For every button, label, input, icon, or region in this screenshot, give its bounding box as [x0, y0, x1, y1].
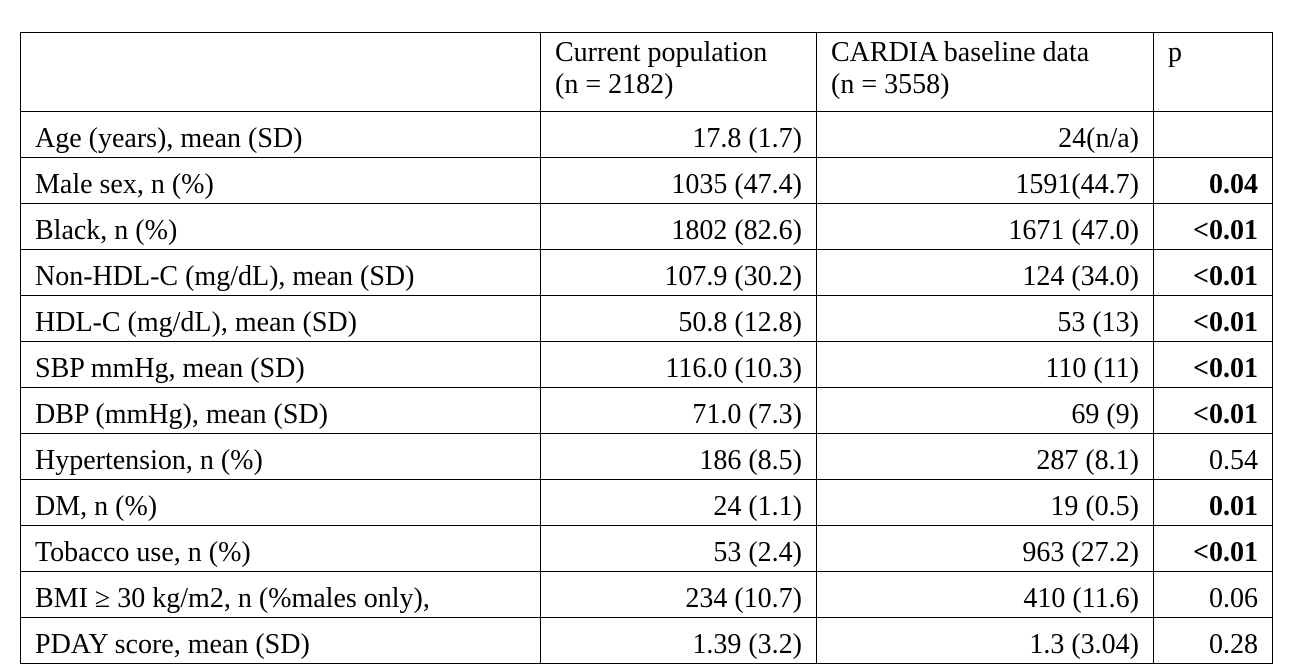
current-population-cell: 107.9 (30.2) [540, 249, 817, 296]
table-row: Age (years), mean (SD) 17.8 (1.7) 24(n/a) [20, 111, 1273, 158]
header-cardia-title: CARDIA baseline data [831, 37, 1090, 68]
row-label-cell: Black, n (%) [20, 203, 541, 250]
table-header-row: Current population (n = 2182) CARDIA bas… [20, 32, 1273, 112]
table-row: DBP (mmHg), mean (SD) 71.0 (7.3) 69 (9) <0.… [20, 387, 1273, 434]
header-current-population: Current population (n = 2182) [540, 32, 817, 112]
row-label-cell: DM, n (%) [20, 479, 541, 526]
comparison-table: Current population (n = 2182) CARDIA bas… [20, 32, 1273, 664]
header-cardia-n: (n = 3558) [831, 69, 950, 100]
table-row: Hypertension, n (%) 186 (8.5) 287 (8.1) 0.5… [20, 433, 1273, 480]
header-current-n: (n = 2182) [555, 69, 674, 100]
cardia-baseline-cell: 69 (9) [816, 387, 1154, 434]
p-value-cell: <0.01 [1153, 341, 1273, 388]
row-label-cell: BMI ≥ 30 kg/m2, n (%males only), [20, 571, 541, 618]
p-value-cell: <0.01 [1153, 249, 1273, 296]
p-value-cell: <0.01 [1153, 295, 1273, 342]
cardia-baseline-cell: 19 (0.5) [816, 479, 1154, 526]
header-p-value: p [1153, 32, 1273, 112]
table-row: Black, n (%) 1802 (82.6) 1671 (47.0) <0.01 [20, 203, 1273, 250]
p-value-cell: 0.01 [1153, 479, 1273, 526]
current-population-cell: 24 (1.1) [540, 479, 817, 526]
p-value-cell: <0.01 [1153, 387, 1273, 434]
cardia-baseline-cell: 1671 (47.0) [816, 203, 1154, 250]
cardia-baseline-cell: 124 (34.0) [816, 249, 1154, 296]
cardia-baseline-cell: 1591(44.7) [816, 157, 1154, 204]
row-label-cell: Tobacco use, n (%) [20, 525, 541, 572]
current-population-cell: 1035 (47.4) [540, 157, 817, 204]
row-label-cell: Hypertension, n (%) [20, 433, 541, 480]
p-value-cell: 0.04 [1153, 157, 1273, 204]
header-cardia-baseline: CARDIA baseline data (n = 3558) [816, 32, 1154, 112]
cardia-baseline-cell: 963 (27.2) [816, 525, 1154, 572]
table-row: Non-HDL-C (mg/dL), mean (SD) 107.9 (30.2)… [20, 249, 1273, 296]
current-population-cell: 116.0 (10.3) [540, 341, 817, 388]
current-population-cell: 53 (2.4) [540, 525, 817, 572]
p-value-cell: <0.01 [1153, 525, 1273, 572]
current-population-cell: 234 (10.7) [540, 571, 817, 618]
row-label-cell: DBP (mmHg), mean (SD) [20, 387, 541, 434]
table-row: HDL-C (mg/dL), mean (SD) 50.8 (12.8) 53 (1… [20, 295, 1273, 342]
p-value-cell: 0.54 [1153, 433, 1273, 480]
row-label-cell: Male sex, n (%) [20, 157, 541, 204]
table-row: Tobacco use, n (%) 53 (2.4) 963 (27.2) <0.0… [20, 525, 1273, 572]
row-label-cell: Age (years), mean (SD) [20, 111, 541, 158]
cardia-baseline-cell: 1.3 (3.04) [816, 617, 1154, 664]
p-value-cell: 0.28 [1153, 617, 1273, 664]
table-row: PDAY score, mean (SD) 1.39 (3.2) 1.3 (3.04… [20, 617, 1273, 664]
current-population-cell: 71.0 (7.3) [540, 387, 817, 434]
cardia-baseline-cell: 410 (11.6) [816, 571, 1154, 618]
current-population-cell: 50.8 (12.8) [540, 295, 817, 342]
table-row: SBP mmHg, mean (SD) 116.0 (10.3) 110 (11) <… [20, 341, 1273, 388]
cardia-baseline-cell: 110 (11) [816, 341, 1154, 388]
cardia-baseline-cell: 53 (13) [816, 295, 1154, 342]
table-row: DM, n (%) 24 (1.1) 19 (0.5) 0.01 [20, 479, 1273, 526]
row-label-cell: PDAY score, mean (SD) [20, 617, 541, 664]
p-value-cell: <0.01 [1153, 203, 1273, 250]
current-population-cell: 1802 (82.6) [540, 203, 817, 250]
row-label-cell: Non-HDL-C (mg/dL), mean (SD) [20, 249, 541, 296]
current-population-cell: 1.39 (3.2) [540, 617, 817, 664]
row-label-cell: SBP mmHg, mean (SD) [20, 341, 541, 388]
row-label-cell: HDL-C (mg/dL), mean (SD) [20, 295, 541, 342]
cardia-baseline-cell: 24(n/a) [816, 111, 1154, 158]
table-body: Current population (n = 2182) CARDIA bas… [20, 32, 1273, 664]
p-value-cell [1153, 111, 1273, 158]
table-row: Male sex, n (%) 1035 (47.4) 1591(44.7) 0.04 [20, 157, 1273, 204]
current-population-cell: 186 (8.5) [540, 433, 817, 480]
header-current-title: Current population [555, 37, 768, 68]
header-label-cell [20, 32, 541, 112]
cardia-baseline-cell: 287 (8.1) [816, 433, 1154, 480]
table-row: BMI ≥ 30 kg/m2, n (%males only), 234 (10.… [20, 571, 1273, 618]
p-value-cell: 0.06 [1153, 571, 1273, 618]
current-population-cell: 17.8 (1.7) [540, 111, 817, 158]
